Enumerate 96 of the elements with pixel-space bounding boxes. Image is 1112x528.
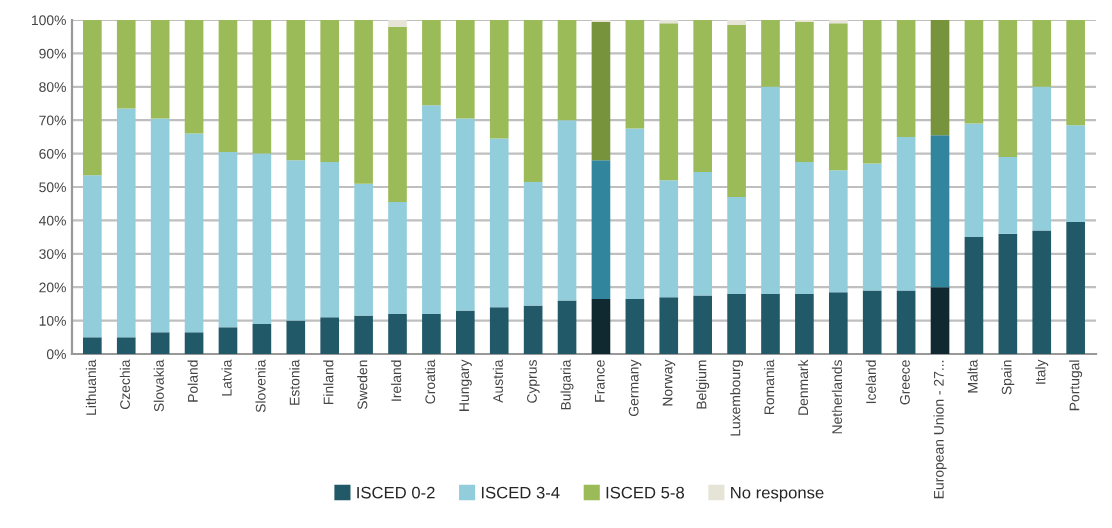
bar	[422, 20, 441, 106]
bar	[557, 20, 577, 121]
bar	[591, 160, 611, 299]
bar	[659, 23, 679, 181]
bar	[422, 105, 441, 314]
bar	[1066, 20, 1085, 126]
bar	[761, 293, 780, 354]
bar	[727, 20, 746, 26]
bar	[896, 136, 916, 291]
bar	[693, 171, 712, 296]
bar	[1066, 222, 1085, 354]
bar	[557, 120, 577, 301]
bar	[388, 313, 407, 354]
bar	[727, 293, 746, 354]
bar	[659, 180, 679, 298]
bar	[1032, 230, 1052, 354]
bar	[388, 26, 407, 203]
bar	[862, 20, 882, 164]
bar	[150, 20, 170, 119]
bar	[523, 20, 543, 182]
bar	[252, 323, 272, 354]
bar	[489, 138, 509, 308]
bar	[354, 315, 373, 354]
bar	[625, 20, 645, 129]
bar	[456, 118, 475, 311]
bar	[286, 320, 306, 354]
bar	[184, 133, 204, 333]
bar	[930, 135, 950, 288]
bar	[930, 20, 950, 136]
bar	[320, 317, 340, 354]
bar	[83, 20, 102, 176]
bar	[184, 20, 204, 134]
bar	[795, 161, 814, 294]
legend-label: ISCED 5-8	[606, 486, 685, 499]
bar	[320, 20, 340, 162]
bar	[930, 287, 950, 354]
bar	[795, 21, 814, 162]
bar	[828, 170, 848, 293]
bar	[727, 25, 746, 198]
bar	[862, 290, 882, 354]
bar	[523, 305, 543, 354]
bar	[388, 20, 407, 27]
bar	[998, 156, 1018, 234]
bar	[456, 310, 475, 354]
bar	[218, 327, 238, 354]
bar	[388, 202, 407, 314]
bar	[354, 20, 373, 184]
bar	[1032, 20, 1052, 87]
bar	[83, 337, 102, 354]
bar	[184, 332, 204, 354]
bar	[218, 20, 238, 152]
bar	[523, 181, 543, 306]
bar	[116, 20, 136, 109]
bar	[964, 20, 984, 124]
bar	[83, 175, 102, 338]
legend-label: ISCED 0-2	[357, 486, 435, 499]
bar	[693, 295, 712, 354]
bar	[761, 20, 780, 87]
bar	[828, 292, 848, 354]
bar	[896, 20, 916, 137]
bar	[828, 23, 848, 171]
bar	[150, 118, 170, 333]
bar	[795, 293, 814, 354]
bar	[625, 128, 645, 299]
bar	[761, 86, 780, 294]
bar	[727, 197, 746, 294]
bar	[354, 183, 373, 316]
bar	[659, 297, 679, 354]
bar	[896, 290, 916, 354]
legend-label: ISCED 3-4	[481, 486, 560, 499]
bar	[862, 163, 882, 291]
bar	[591, 298, 611, 354]
bar	[489, 20, 509, 139]
bar	[591, 21, 611, 161]
bar	[1066, 125, 1085, 223]
bar	[998, 20, 1018, 157]
bar	[964, 123, 984, 238]
bar	[456, 20, 475, 119]
bar	[964, 237, 984, 354]
bar	[252, 20, 272, 154]
bar	[218, 151, 238, 328]
bar	[1032, 86, 1052, 231]
bar	[489, 307, 509, 354]
legend-label: No response	[731, 486, 824, 502]
bar	[320, 161, 340, 318]
bar	[286, 160, 306, 321]
bar	[693, 20, 712, 172]
bar	[116, 108, 136, 338]
bar	[116, 337, 136, 354]
bar	[557, 300, 577, 354]
bar	[286, 20, 306, 161]
bar	[625, 298, 645, 354]
bar	[252, 153, 272, 324]
bar	[150, 332, 170, 354]
bar	[422, 313, 441, 354]
bar	[998, 233, 1018, 354]
